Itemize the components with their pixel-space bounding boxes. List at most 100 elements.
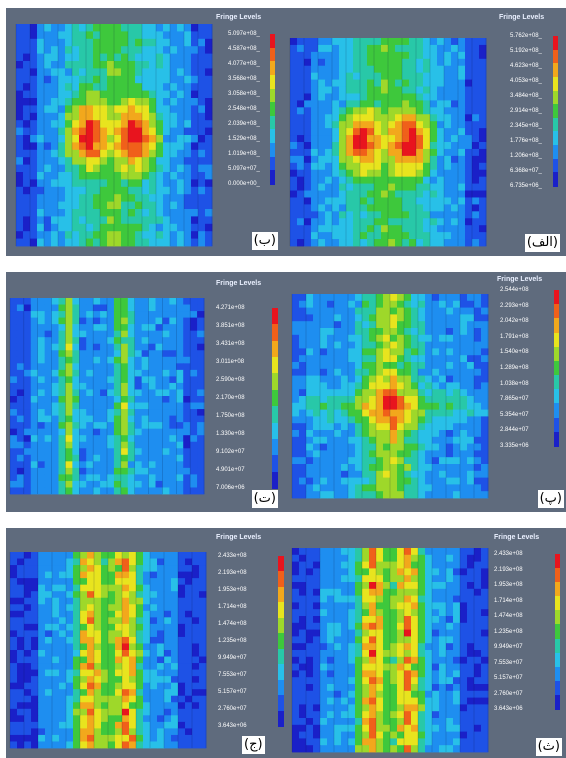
- field-cell: [402, 114, 410, 122]
- field-cell: [362, 396, 370, 404]
- field-cell: [108, 656, 116, 664]
- field-cell: [369, 663, 377, 671]
- field-cell: [100, 223, 108, 232]
- field-cell: [311, 135, 319, 143]
- field-cell: [115, 610, 123, 618]
- field-cell: [397, 430, 405, 438]
- field-cell: [150, 689, 158, 697]
- field-cell: [191, 149, 199, 158]
- legend-swatch: [554, 431, 559, 447]
- field-cell: [418, 402, 426, 410]
- field-cell: [94, 682, 102, 690]
- field-cell: [141, 487, 149, 495]
- field-cell: [446, 595, 454, 603]
- legend-level-label: 2.760e+07: [218, 706, 247, 712]
- field-cell: [58, 441, 66, 449]
- field-cell: [198, 216, 206, 225]
- field-cell: [444, 142, 452, 150]
- field-cell: [467, 663, 475, 671]
- field-cell: [320, 348, 328, 356]
- field-cell: [94, 630, 102, 638]
- field-cell: [425, 416, 433, 424]
- field-cell: [332, 176, 340, 184]
- field-cell: [23, 127, 31, 136]
- field-cell: [418, 443, 426, 451]
- field-cell: [10, 402, 18, 410]
- field-cell: [444, 38, 452, 46]
- field-cell: [320, 677, 328, 685]
- field-cell: [31, 630, 39, 638]
- field-cell: [383, 470, 391, 478]
- field-cell: [425, 602, 433, 610]
- field-cell: [460, 300, 468, 308]
- field-cell: [80, 715, 88, 723]
- field-cell: [121, 238, 129, 247]
- legend-swatch: [270, 47, 275, 62]
- field-cell: [23, 194, 31, 202]
- field-cell: [320, 436, 328, 444]
- field-cell: [107, 186, 115, 195]
- field-cell: [10, 311, 18, 318]
- field-cell: [24, 604, 32, 612]
- field-cell: [481, 616, 489, 624]
- field-cell: [72, 127, 80, 136]
- field-cell: [467, 362, 475, 370]
- field-cell: [37, 487, 46, 495]
- field-cell: [339, 135, 347, 143]
- field-cell: [332, 38, 340, 46]
- field-cell: [320, 334, 328, 342]
- field-cell: [474, 643, 482, 651]
- field-cell: [135, 172, 143, 180]
- field-cell: [327, 321, 335, 329]
- field-cell: [430, 197, 438, 205]
- field-cell: [178, 571, 186, 579]
- field-cell: [107, 474, 115, 482]
- field-cell: [134, 330, 143, 338]
- field-cell: [177, 186, 185, 195]
- field-cell: [353, 162, 361, 171]
- field-cell: [334, 328, 342, 336]
- field-cell: [451, 121, 459, 129]
- field-cell: [73, 578, 81, 586]
- field-cell: [44, 31, 52, 40]
- field-cell: [460, 321, 468, 329]
- field-cell: [367, 218, 375, 226]
- field-cell: [481, 362, 489, 370]
- field-cell: [423, 79, 431, 87]
- field-cell: [183, 337, 191, 345]
- field-cell: [100, 448, 108, 456]
- field-cell: [369, 554, 377, 562]
- legend-level-label: 2.844e+07: [500, 427, 529, 434]
- field-cell: [460, 477, 468, 485]
- field-cell: [122, 656, 130, 664]
- field-cell: [177, 24, 185, 32]
- field-cell: [136, 591, 144, 599]
- field-cell: [37, 480, 46, 488]
- field-cell: [155, 487, 163, 495]
- field-cell: [416, 225, 424, 233]
- field-cell: [430, 232, 438, 240]
- field-cell: [128, 164, 136, 173]
- field-cell: [65, 186, 73, 195]
- field-cell: [362, 294, 370, 302]
- field-cell: [376, 334, 384, 342]
- field-cell: [87, 650, 95, 657]
- field-cell: [460, 595, 468, 603]
- field-cell: [72, 231, 80, 239]
- field-cell: [79, 487, 87, 495]
- field-cell: [127, 415, 136, 423]
- field-cell: [177, 201, 185, 210]
- field-cell: [376, 389, 384, 397]
- field-cell: [79, 448, 87, 456]
- field-cell: [31, 565, 39, 572]
- field-cell: [107, 409, 115, 416]
- field-cell: [44, 311, 52, 318]
- field-cell: [58, 24, 66, 32]
- field-cell: [37, 105, 45, 114]
- field-cell: [460, 348, 468, 356]
- field-cell: [155, 350, 163, 358]
- field-cell: [327, 416, 335, 424]
- field-cell: [51, 38, 59, 47]
- field-cell: [418, 341, 426, 349]
- field-cell: [10, 571, 18, 579]
